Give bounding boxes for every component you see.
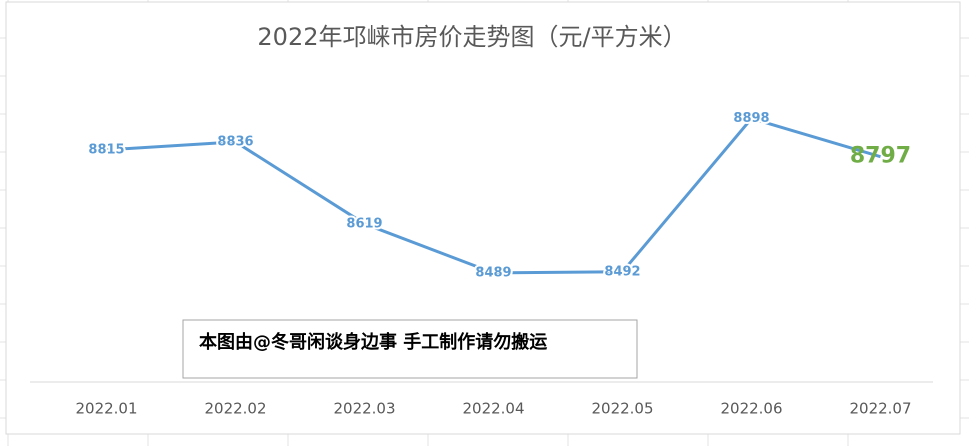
data-label: 8492 xyxy=(604,264,640,279)
data-label: 8619 xyxy=(346,216,382,231)
chart-title: 2022年邛崃市房价走势图（元/平方米） xyxy=(257,23,686,51)
x-tick-label: 2022.03 xyxy=(333,400,395,418)
x-tick-label: 2022.06 xyxy=(720,400,782,418)
x-tick-label: 2022.05 xyxy=(591,400,653,418)
data-label: 8797 xyxy=(850,144,911,169)
data-label: 8836 xyxy=(217,134,253,149)
line xyxy=(106,117,881,275)
data-label: 8489 xyxy=(475,265,511,280)
x-tick-label: 2022.04 xyxy=(462,400,524,418)
data-label: 8815 xyxy=(88,142,124,157)
annotation: 本图由@冬哥闲谈身边事 手工制作请勿搬运 xyxy=(199,331,547,353)
annotation-box xyxy=(182,319,638,379)
x-tick-label: 2022.01 xyxy=(75,400,137,418)
x-tick-label: 2022.02 xyxy=(204,400,266,418)
x-tick-label: 2022.07 xyxy=(849,400,911,418)
data-label: 8898 xyxy=(733,111,769,126)
